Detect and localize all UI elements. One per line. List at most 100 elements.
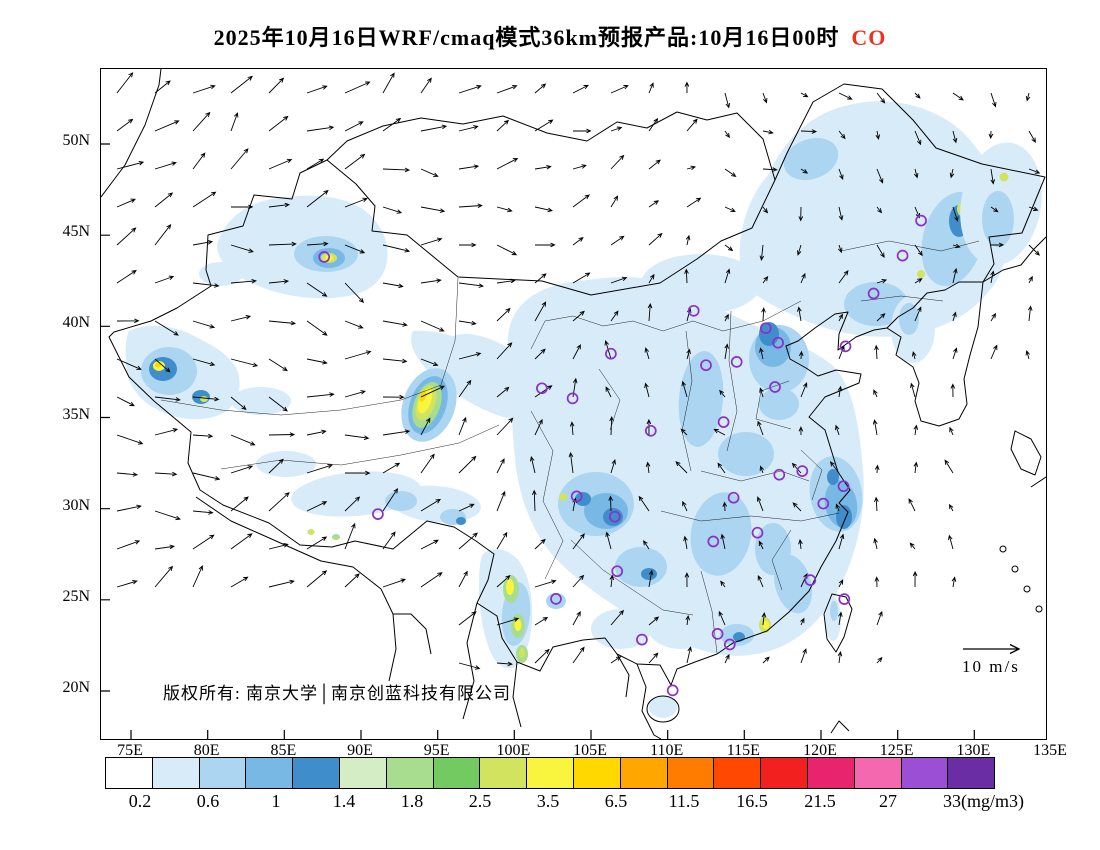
colorbar-cell [947,758,995,788]
contour-patch [332,534,340,540]
colorbar-cell [338,758,386,788]
station-marker [644,424,657,437]
primorye-coast [982,236,1046,283]
contour-patch [759,388,799,420]
colorbar-tick-label: 11.5 [668,791,700,811]
contour-patch [755,523,791,575]
page-title: 2025年10月16日WRF/cmaq模式36km预报产品:10月16日00时 [213,25,840,50]
lat-tick-label: 45N [62,223,90,241]
station-marker [608,510,621,523]
colorbar [105,757,995,789]
korea-peninsula [886,281,984,427]
contour-patch [307,529,315,535]
map-frame [100,68,1047,740]
contour-fill-layer [125,101,1008,669]
province-borders [160,240,980,654]
colorbar-cell [479,758,527,788]
colorbar-cell [572,758,620,788]
contour-patch [200,396,208,402]
contour-patch [514,619,522,631]
station-marker [915,214,927,227]
contour-patch [155,362,161,368]
colorbar-tick-label: 16.5 [736,791,768,811]
wind-arrow-field [116,72,1041,670]
station-marker [727,491,740,504]
colorbar-tick-label: 2.5 [468,791,492,811]
station-marker [605,347,617,360]
colorbar-cell [713,758,761,788]
station-marker [817,497,830,510]
wind-legend-label: 10 m/s [962,657,1020,676]
taiwan-island [823,593,853,653]
colorbar-tick-label: 6.5 [604,791,628,811]
lon-tick-label: 135E [1033,742,1067,759]
station-marker [687,304,700,317]
contour-patch [559,493,567,501]
colorbar-cells [106,758,995,788]
south-asia-borders [195,496,432,682]
contour-patch [678,351,724,447]
indochina-borders [462,602,662,739]
colorbar-cell [151,758,199,788]
contour-patch [783,137,839,181]
colorbar-cell [526,758,573,788]
station-marker [570,490,583,503]
contour-patch [256,451,316,477]
luzon-fragment [830,720,850,734]
species-label: CO [851,25,887,50]
station-marker [636,633,648,646]
station-marker [611,565,624,578]
copyright-text: 版权所有: 南京大学│南京创蓝科技有限公司 [163,684,512,703]
contour-patch [982,191,1014,247]
station-marker [837,480,850,493]
colorbar-tick-label: 21.5 [804,791,836,811]
contour-patch [641,254,761,314]
station-marker [730,356,743,368]
contour-patch [690,492,752,576]
contour-patch [646,599,716,649]
colorbar-tick-label: 33(mg/m3) [943,791,1024,811]
colorbar-tick-label: 27 [879,791,897,811]
station-marker [536,382,548,395]
lat-tick-label: 35N [62,405,90,423]
contour-patch [231,387,291,415]
station-marker [759,322,772,335]
contour-patch [836,505,852,529]
colorbar-tick-label: 1.8 [400,791,424,811]
country-borders [101,69,1046,739]
station-marker [839,340,852,353]
station-marker [717,416,730,428]
lat-tick-label: 50N [62,132,90,149]
colorbar-tick-label: 1.4 [332,791,356,811]
kazakhstan-border [101,69,162,198]
station-marker [773,468,786,481]
colorbar-cell [432,758,480,788]
province-border-lines [160,240,980,654]
station-marker [707,535,720,548]
station-marker [804,574,817,586]
station-marker [700,359,712,372]
contour-patch [917,270,925,278]
station-marker [796,465,809,477]
colorbar-cell [106,758,152,788]
contour-patch [615,547,667,587]
lat-tick-label: 25N [62,587,90,605]
contour-patch [999,172,1009,182]
title-bar: 2025年10月16日WRF/cmaq模式36km预报产品:10月16日00时 … [0,20,1100,52]
lat-tick-label: 40N [62,314,90,332]
station-markers [318,214,927,697]
station-marker [666,684,679,697]
station-marker [769,381,781,393]
axis-ticks [101,143,975,739]
station-marker [711,628,724,640]
contour-patch [830,601,838,621]
station-marker [372,508,384,520]
colorbar-tick-label: 0.6 [196,791,220,811]
contour-patch [649,696,677,718]
japan-islands [1010,430,1046,488]
contour-patch [899,303,919,335]
colorbar-cell [619,758,667,788]
contour-patch [763,621,769,629]
ryukyu-islands [999,545,1043,613]
